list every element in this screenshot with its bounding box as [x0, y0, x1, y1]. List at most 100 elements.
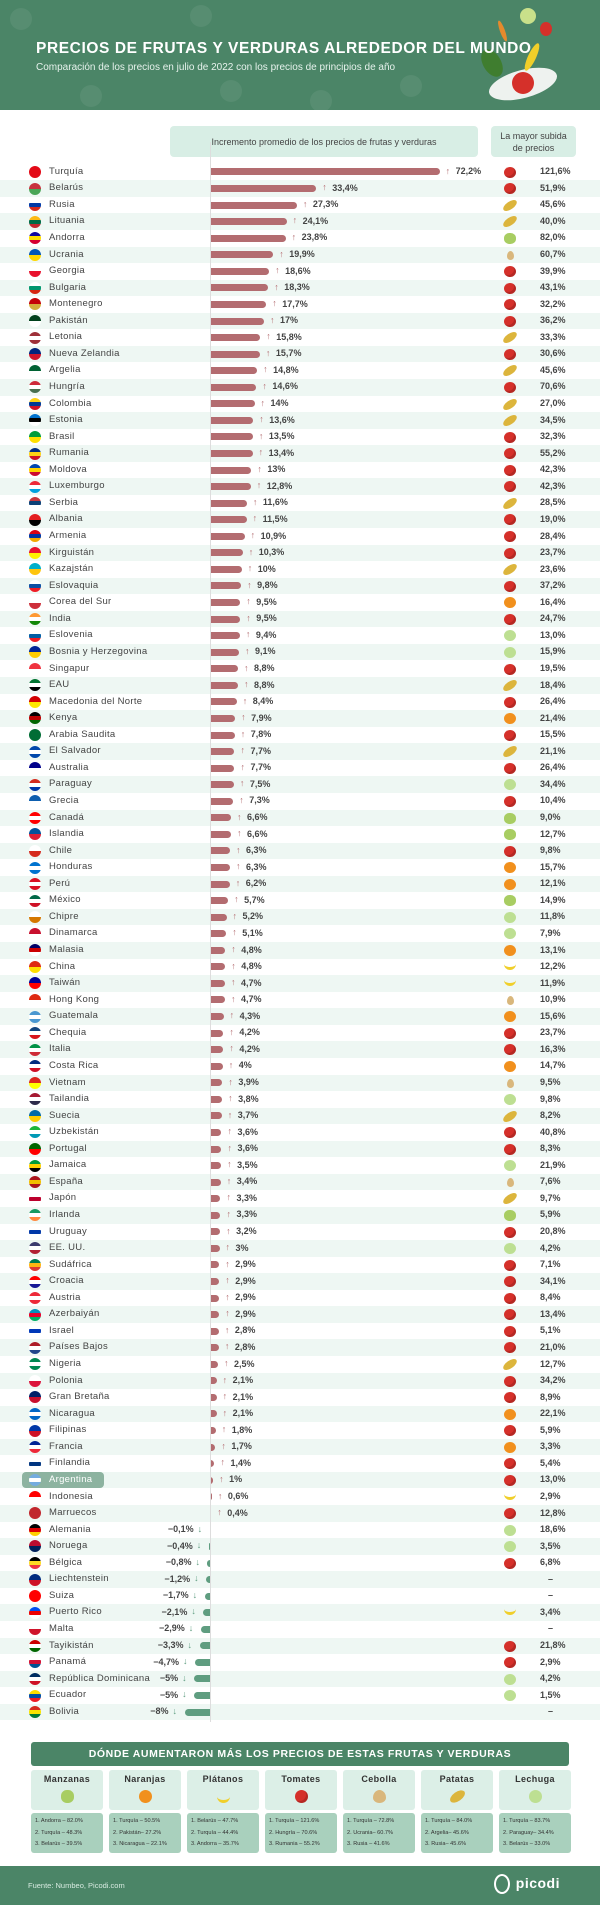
flag-icon: [29, 1424, 41, 1437]
country-name: Finlandia: [49, 1457, 91, 1469]
top-rise-value: –: [548, 1573, 554, 1584]
arrow-up-icon: ↑: [248, 546, 254, 557]
arrow-up-icon: ↑: [302, 198, 308, 209]
flag-icon: [29, 729, 41, 742]
tomato-icon: [295, 1790, 308, 1803]
increase-bar: [210, 880, 230, 888]
flag-icon: [29, 745, 41, 758]
increase-label: 10%: [257, 563, 276, 574]
arrow-up-icon: ↑: [219, 1473, 224, 1484]
country-name: Noruega: [49, 1540, 88, 1552]
top-rise-value: 13,0%: [540, 629, 566, 640]
ranking-entry: 2. Hungría – 70.6%: [269, 1829, 318, 1836]
highlight-pill: [22, 1472, 104, 1488]
arrow-up-icon: ↑: [226, 1208, 231, 1219]
lettuce-icon: [504, 1160, 516, 1172]
tomato-icon: [504, 1044, 516, 1056]
increase-label: 27,3%: [312, 199, 339, 210]
top-rise-value: 10,4%: [540, 795, 566, 806]
flag-icon: [29, 1275, 41, 1288]
increase-label: 3,9%: [238, 1077, 259, 1087]
country-name: Eslovenia: [49, 629, 93, 641]
ranking-entry: 2. Paraguay– 34.4%: [503, 1829, 554, 1836]
country-name: Israel: [49, 1324, 75, 1336]
apple-icon: [61, 1790, 74, 1803]
flag-icon: [29, 1706, 41, 1719]
apple-icon: [504, 232, 516, 244]
lettuce-icon: [504, 1094, 516, 1106]
increase-bar: [210, 1112, 222, 1120]
increase-label: 17,7%: [282, 298, 308, 309]
top-rise-value: 42,3%: [540, 480, 566, 491]
decrease-bar: [195, 1658, 210, 1666]
increase-bar: [210, 549, 243, 557]
increase-bar: [210, 1046, 224, 1054]
increase-label: 9,4%: [255, 629, 277, 640]
increase-label: 2,5%: [233, 1358, 255, 1369]
flag-icon: [29, 1590, 41, 1603]
country-name: Kenya: [49, 712, 78, 724]
table-row: Luxemburgo ↑ 12,8% 42,3%: [0, 478, 600, 495]
increase-bar: [210, 582, 242, 590]
arrow-up-icon: ↑: [242, 695, 248, 706]
flag-icon: [29, 281, 41, 294]
arrow-up-icon: ↑: [265, 347, 271, 358]
table-row: Kirguistán ↑ 10,3% 23,7%: [0, 544, 600, 562]
tomato-icon: [504, 464, 516, 476]
top-rise-value: 5,9%: [540, 1424, 561, 1435]
orange-icon: [504, 1060, 516, 1072]
arrow-up-icon: ↑: [222, 1407, 228, 1418]
tomato-icon: [504, 613, 516, 625]
table-row: Grecia ↑ 7,3% 10,4%: [0, 793, 600, 810]
increase-bar: [210, 1062, 223, 1070]
country-name: Eslovaquia: [49, 579, 99, 591]
increase-label: 24,1%: [302, 215, 329, 226]
flag-icon: [29, 596, 41, 609]
picodi-logo: picodi: [515, 1875, 560, 1891]
top-rise-value: 10,9%: [540, 994, 566, 1005]
ranking-entry: 3. Andorra – 35.7%: [191, 1841, 239, 1847]
arrow-up-icon: ↑: [260, 397, 266, 408]
top-rise-value: 1,5%: [540, 1689, 561, 1700]
table-row: Eslovaquia ↑ 9,8% 37,2%: [0, 577, 600, 595]
potato-icon: [447, 1787, 468, 1806]
increase-label: 3,6%: [237, 1143, 258, 1154]
top-rise-value: 9,8%: [540, 1093, 561, 1104]
table-row: Eslovenia ↑ 9,4% 13,0%: [0, 627, 600, 644]
increase-label: 3,7%: [237, 1110, 259, 1121]
table-row: EE. UU. ↑ 3% 4,2%: [0, 1240, 600, 1257]
country-name: Jamaica: [49, 1159, 87, 1171]
increase-bar: [210, 864, 231, 872]
decrease-label: −0,1%: [167, 1524, 194, 1535]
flag-icon: [29, 844, 41, 857]
orange-icon: [504, 1441, 516, 1453]
top-rise-value: 4,2%: [540, 1673, 561, 1684]
increase-bar: [210, 1228, 221, 1236]
country-name: Croacia: [49, 1275, 84, 1287]
top-rise-value: 13,1%: [540, 944, 566, 955]
country-name: Liechtenstein: [49, 1573, 109, 1585]
top-rise-value: 16,4%: [540, 596, 566, 607]
increase-bar: [210, 350, 260, 358]
increase-bar: [210, 1476, 214, 1484]
flag-icon: [29, 762, 41, 775]
table-row: Sudáfrica ↑ 2,9% 7,1%: [0, 1257, 600, 1274]
decrease-label: −1,2%: [164, 1573, 191, 1584]
top-rise-value: 23,6%: [540, 563, 566, 574]
table-row: Dinamarca ↑ 5,1% 7,9%: [0, 925, 600, 942]
flag-icon: [29, 894, 41, 907]
decrease-label: −0,8%: [165, 1557, 192, 1568]
country-name: Rumania: [49, 447, 90, 459]
potato-icon: [501, 214, 519, 230]
top-rise-value: 37,2%: [540, 580, 566, 591]
arrow-up-icon: ↑: [250, 530, 256, 541]
increase-bar: [210, 1410, 217, 1418]
increase-bar: [210, 1128, 222, 1136]
tomato-icon: [504, 762, 516, 774]
country-name: Paraguay: [49, 778, 93, 790]
top-rise-value: 7,9%: [540, 927, 561, 938]
increase-bar: [210, 383, 257, 391]
orange-icon: [139, 1790, 152, 1803]
arrow-down-icon: ↓: [197, 1523, 203, 1534]
increase-label: 17%: [280, 315, 299, 326]
